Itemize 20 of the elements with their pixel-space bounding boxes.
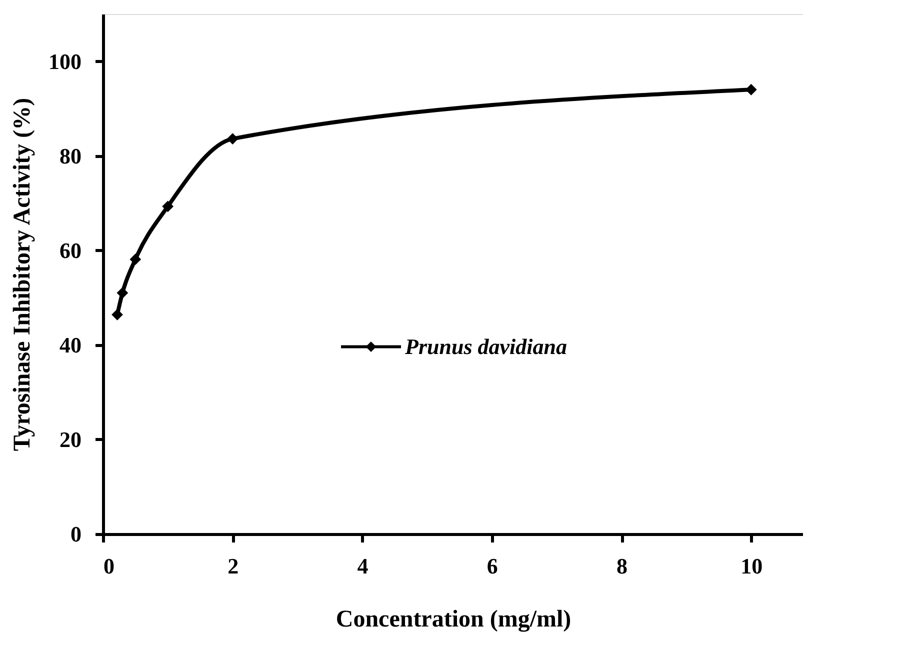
x-tick-label: 4 xyxy=(357,554,368,578)
y-tick-label: 40 xyxy=(60,332,82,358)
point xyxy=(226,133,238,144)
y-tick-label: 60 xyxy=(60,238,82,263)
y-tick-label: 0 xyxy=(70,522,82,546)
y-axis-title: Tyrosinase Inhibitory Activity (%) xyxy=(10,98,36,452)
point xyxy=(116,287,128,299)
x-tick-label: 2 xyxy=(228,554,239,578)
x-axis-title: Concentration (mg/ml) xyxy=(336,606,572,632)
y-tick-label: 80 xyxy=(60,143,82,168)
point xyxy=(130,254,142,266)
x-tick-label: 8 xyxy=(616,554,628,578)
point xyxy=(162,200,174,212)
x-tick-label: 6 xyxy=(486,554,498,578)
y-tick-label: 20 xyxy=(60,426,82,452)
legend-label: Prunus davidiana xyxy=(404,334,567,359)
x-tick-label: 0 xyxy=(104,554,114,578)
point xyxy=(112,308,123,320)
y-tick-label: 100 xyxy=(48,48,82,74)
x-tick-label: 10 xyxy=(740,554,763,578)
